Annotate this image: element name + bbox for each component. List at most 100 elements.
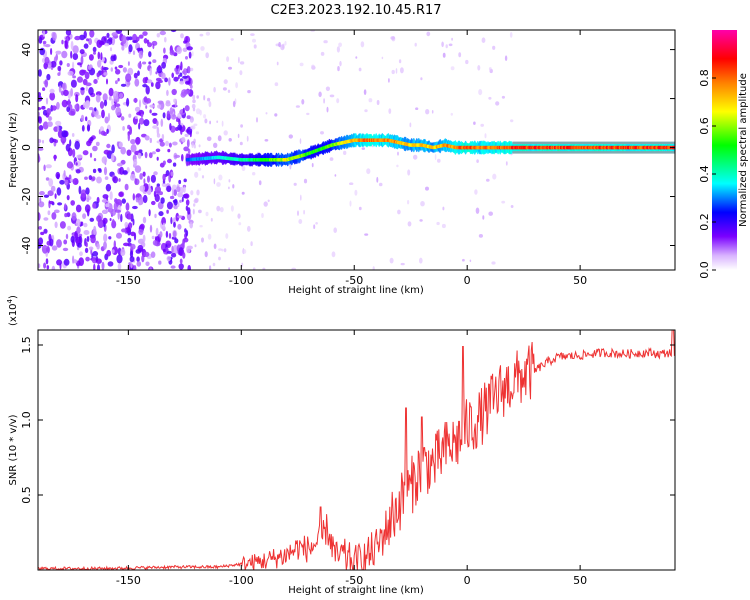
noise-blob [155, 148, 161, 153]
y-tick-label: 0 [20, 144, 33, 151]
noise-blob [445, 44, 448, 49]
noise-blob [175, 65, 180, 69]
noise-blob [38, 212, 41, 221]
noise-blob [116, 232, 122, 239]
noise-blob [83, 222, 88, 228]
noise-blob [38, 138, 42, 144]
noise-blob [161, 217, 167, 226]
noise-blob [75, 169, 81, 174]
noise-blob [228, 179, 231, 183]
noise-blob [166, 201, 173, 210]
noise-blob [74, 140, 80, 150]
noise-blob [75, 94, 79, 103]
noise-blob [329, 94, 335, 98]
noise-blob [72, 52, 79, 61]
noise-blob [299, 138, 302, 145]
noise-blob [230, 38, 234, 41]
noise-blob [491, 261, 496, 265]
noise-blob [113, 202, 118, 212]
noise-blob [210, 217, 213, 222]
colorbar: 0.0 0.2 0.4 0.6 0.8 Normalized spectral ampl… [698, 30, 749, 279]
noise-blob [138, 122, 141, 130]
spectrogram-y-label: Frequency (Hz) [8, 112, 19, 188]
y-tick-label: 0.5 [20, 486, 33, 504]
noise-blob [142, 31, 148, 36]
noise-blob [209, 120, 211, 125]
noise-blob [191, 125, 196, 130]
noise-blob [450, 66, 455, 71]
noise-blob [193, 144, 196, 149]
noise-blob [70, 40, 74, 50]
noise-blob [141, 254, 145, 263]
noise-blob [206, 136, 212, 142]
snr-y-label: SNR (10 * v/v) [8, 414, 19, 485]
noise-blob [400, 67, 404, 74]
noise-blob [196, 95, 199, 99]
noise-blob [82, 150, 89, 156]
noise-blob [186, 139, 190, 148]
noise-blob [481, 37, 486, 43]
noise-blob [264, 139, 269, 142]
noise-blob [223, 248, 227, 253]
noise-blob [117, 77, 120, 82]
noise-blob [44, 56, 50, 64]
noise-blob [171, 72, 174, 79]
noise-blob [88, 246, 94, 251]
noise-blob [54, 139, 58, 144]
noise-blob [388, 108, 392, 114]
noise-blob [150, 251, 156, 258]
noise-blob [126, 97, 130, 107]
noise-blob [179, 258, 183, 264]
noise-blob [154, 213, 157, 219]
noise-blob [80, 221, 84, 227]
noise-blob [167, 158, 172, 164]
noise-blob [66, 63, 70, 67]
noise-blob [165, 140, 169, 146]
noise-blob [195, 131, 200, 135]
noise-blob [93, 263, 96, 270]
noise-blob [110, 153, 115, 162]
noise-blob [323, 40, 328, 44]
noise-blob [501, 200, 506, 204]
noise-blob [349, 200, 352, 207]
noise-blob [88, 87, 94, 96]
noise-blob [52, 32, 57, 41]
noise-blob [415, 107, 419, 110]
noise-blob [53, 209, 60, 214]
noise-blob [124, 221, 129, 228]
noise-blob [400, 262, 405, 266]
noise-blob [171, 114, 177, 120]
noise-blob [103, 233, 108, 243]
noise-blob [441, 41, 444, 48]
noise-blob [118, 93, 124, 99]
noise-blob [158, 260, 162, 265]
noise-blob [118, 141, 123, 148]
noise-blob [107, 112, 111, 122]
noise-blob [78, 257, 84, 266]
spectrogram-x-label: Height of straight line (km) [288, 285, 424, 296]
noise-blob [278, 42, 281, 48]
noise-blob [442, 206, 445, 211]
noise-blob [171, 252, 177, 258]
noise-blob [178, 119, 181, 126]
noise-blob [144, 151, 148, 159]
noise-blob [152, 43, 155, 50]
noise-blob [250, 241, 253, 247]
noise-blob [223, 130, 228, 136]
noise-blob [320, 51, 325, 56]
noise-blob [144, 135, 150, 141]
noise-blob [235, 82, 239, 89]
noise-blob [407, 200, 410, 205]
noise-blob [265, 112, 268, 115]
noise-blob [190, 119, 194, 123]
noise-blob [124, 183, 129, 191]
noise-blob [184, 193, 190, 199]
noise-blob [311, 163, 314, 168]
noise-blob [337, 66, 340, 72]
noise-blob [425, 186, 429, 191]
noise-blob [39, 197, 42, 203]
noise-blob [171, 245, 174, 254]
noise-blob [83, 230, 90, 235]
noise-blob [189, 221, 193, 229]
snr-x-ticks: -150 -100 -50 0 50 [116, 330, 587, 587]
